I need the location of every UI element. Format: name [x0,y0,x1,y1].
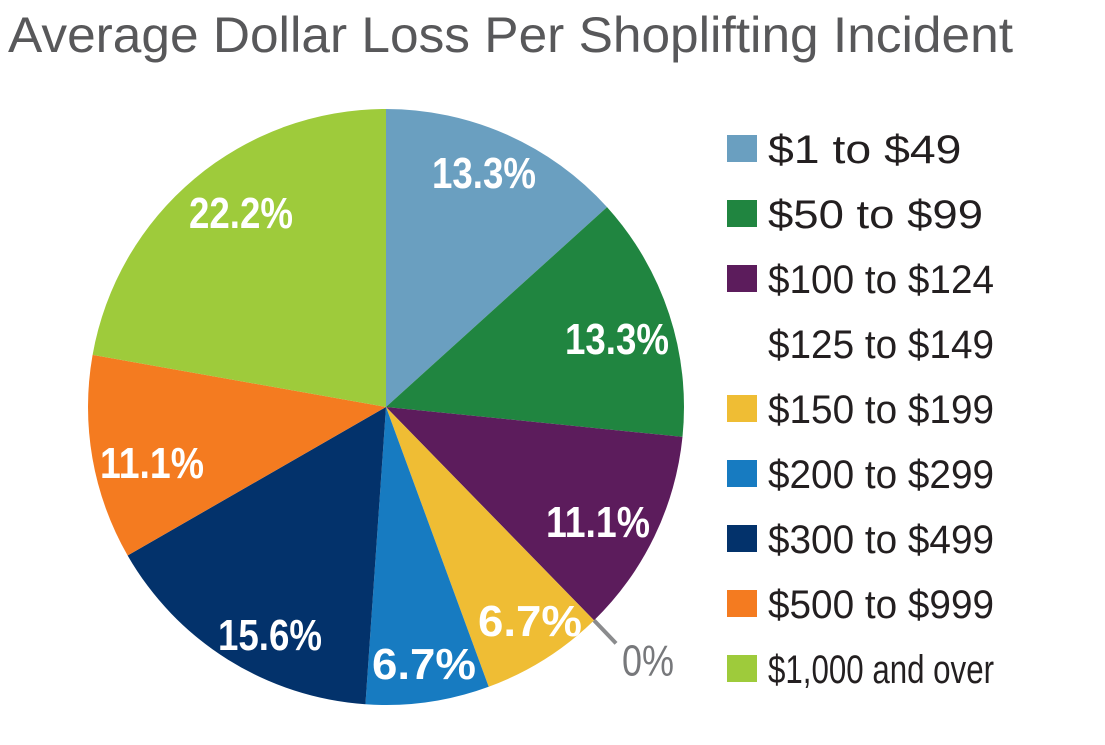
pie-slice [88,354,386,556]
pie-slice [127,407,387,705]
slice-label: 13.3% [565,315,669,364]
legend-label: $1 to $49 [768,128,962,172]
pie-slice [92,109,387,407]
slice-label: 22.2% [189,189,293,238]
zero-leader-line [592,618,618,645]
legend-label: $50 to $99 [768,193,983,237]
pie-slice [365,407,489,705]
slice-label: 11.1% [546,498,650,547]
legend-swatch [727,460,757,487]
legend-label: $200 to $299 [768,453,994,497]
legend-swatch [727,525,757,552]
slice-label: 0% [622,636,674,685]
legend-swatch [727,590,757,617]
pie-slice [386,207,685,437]
legend-label: $100 to $124 [768,258,994,302]
chart-title: Average Dollar Loss Per Shoplifting Inci… [8,7,1013,63]
slice-label: 11.1% [100,439,204,488]
legend-swatch [727,265,757,292]
legend-swatch [727,135,757,162]
slice-label: 6.7% [478,597,582,646]
legend-swatch [727,395,757,422]
legend-label: $125 to $149 [768,323,994,367]
pie-slice [386,109,608,407]
legend-label: $300 to $499 [768,518,994,562]
slice-label: 15.6% [218,611,322,660]
pie-slice [386,407,595,687]
slice-label: 13.3% [432,149,536,198]
legend-label: $1,000 and over [768,648,994,692]
pie-slice [386,407,683,621]
legend-label: $500 to $999 [768,583,994,627]
legend-swatch [727,655,757,682]
legend-swatch [727,200,757,227]
legend-label: $150 to $199 [768,388,994,432]
slice-label: 6.7% [372,640,476,689]
